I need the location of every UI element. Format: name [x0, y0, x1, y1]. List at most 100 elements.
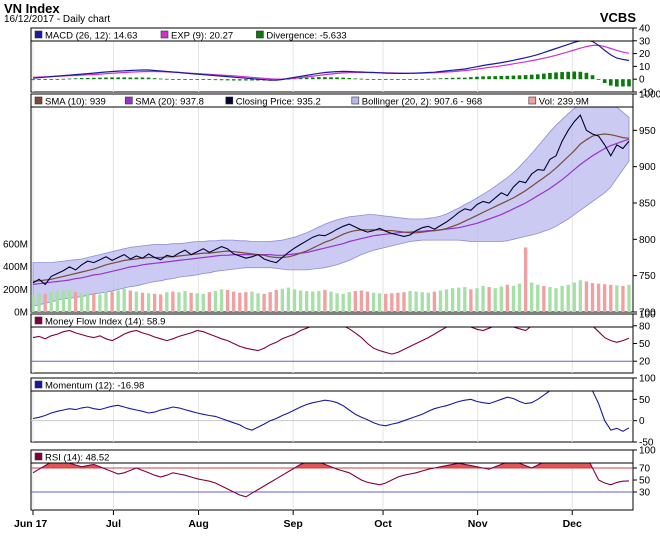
- volume-bar: [408, 291, 412, 312]
- momentum-ytick-label: 100: [639, 374, 656, 385]
- price-ytick-label: 750: [639, 271, 656, 282]
- macd-divergence-bar: [201, 79, 206, 80]
- macd-divergence-bar: [347, 78, 352, 80]
- price-legend-swatch: [225, 96, 234, 105]
- volume-bar: [104, 292, 108, 312]
- macd-ytick-label: 10: [639, 62, 651, 73]
- volume-bar: [280, 288, 285, 312]
- volume-bar: [67, 289, 72, 312]
- macd-ytick-label: -10: [639, 88, 654, 99]
- chart-subtitle: 16/12/2017 - Daily chart: [4, 14, 111, 25]
- volume-bar: [128, 290, 132, 312]
- macd-divergence-bar: [438, 78, 443, 80]
- macd-divergence-bar: [383, 79, 388, 80]
- volume-bar: [298, 290, 303, 312]
- macd-divergence-bar: [414, 79, 418, 80]
- price-legend-swatch: [528, 96, 537, 105]
- volume-bar: [505, 284, 510, 312]
- volume-bar: [359, 290, 364, 312]
- macd-divergence-bar: [359, 78, 364, 80]
- macd-legend-swatch: [34, 30, 43, 39]
- volume-bar: [536, 284, 540, 312]
- volume-bar: [548, 287, 552, 312]
- macd-divergence-bar: [225, 79, 230, 81]
- bollinger-band: [32, 97, 630, 307]
- volume-bar: [475, 288, 479, 312]
- volume-bar: [426, 292, 430, 312]
- macd-divergence-bar: [177, 79, 181, 80]
- macd-divergence-bar: [256, 79, 260, 81]
- volume-bar: [116, 290, 120, 312]
- volume-bar: [444, 289, 449, 312]
- volume-bar: [43, 293, 47, 312]
- macd-divergence-bar: [396, 79, 400, 80]
- macd-divergence-bar: [505, 75, 510, 80]
- macd-divergence-bar: [353, 78, 358, 80]
- momentum-legend-label: Momentum (12): -16.98: [45, 381, 144, 392]
- volume-bar: [438, 290, 443, 312]
- volume-bar: [61, 290, 66, 312]
- macd-divergence-bar: [134, 77, 139, 80]
- rsi-ytick-label: 30: [639, 488, 651, 499]
- macd-legend-label: MACD (26, 12): 14.63: [45, 31, 137, 42]
- volume-bar: [305, 291, 309, 312]
- macd-divergence-bar: [578, 71, 583, 80]
- macd-divergence-bar: [61, 78, 66, 80]
- volume-bar: [165, 292, 169, 312]
- macd-divergence-bar: [590, 75, 595, 80]
- volume-bar: [292, 289, 297, 312]
- macd-divergence-bar: [79, 78, 84, 80]
- macd-divergence-bar: [371, 79, 376, 80]
- volume-bar: [286, 287, 291, 312]
- volume-bar: [134, 291, 139, 312]
- volume-bar: [329, 291, 333, 312]
- volume-bar: [219, 289, 224, 312]
- volume-bar: [92, 293, 96, 312]
- volume-bar: [225, 289, 230, 312]
- mfi-ytick-label: 20: [639, 357, 651, 368]
- macd-divergence-bar: [596, 79, 601, 80]
- volume-bar: [450, 288, 455, 312]
- macd-line: [32, 39, 630, 81]
- volume-bar: [390, 293, 394, 312]
- macd-divergence-bar: [335, 77, 339, 80]
- volume-bar: [268, 292, 272, 312]
- volume-axis-label: 400M: [3, 262, 28, 273]
- volume-bar: [396, 292, 400, 312]
- macd-divergence-bar: [323, 77, 327, 80]
- volume-bar: [146, 293, 151, 312]
- volume-bar: [499, 286, 503, 312]
- volume-bar: [493, 288, 497, 312]
- rsi-legend-swatch: [34, 452, 43, 461]
- macd-divergence-bar: [49, 79, 54, 80]
- volume-bar: [232, 291, 236, 312]
- macd-divergence-bar: [469, 77, 473, 80]
- volume-axis-label: 600M: [3, 240, 28, 251]
- volume-bar: [523, 247, 528, 312]
- xaxis-month-label: Sep: [284, 518, 303, 530]
- macd-divergence-bar: [329, 77, 333, 80]
- volume-bar: [262, 293, 266, 312]
- macd-ytick-label: 0: [639, 75, 645, 86]
- price-ytick-label: 1000: [639, 90, 660, 101]
- macd-divergence-bar: [128, 77, 133, 80]
- macd-divergence-bar: [104, 77, 108, 80]
- sma20-line: [32, 138, 630, 285]
- xaxis-month-label: Jul: [106, 518, 121, 530]
- rsi-legend-label: RSI (14): 48.52: [45, 453, 109, 464]
- macd-divergence-bar: [31, 79, 35, 81]
- xaxis-month-label: Jun 17: [14, 518, 47, 530]
- momentum-ytick-label: -50: [639, 438, 654, 449]
- macd-divergence-bar: [481, 76, 485, 80]
- data-source-label: VCBS: [599, 10, 636, 25]
- macd-divergence-bar: [377, 79, 382, 80]
- mfi-legend-swatch: [34, 316, 43, 325]
- macd-legend-swatch: [256, 30, 264, 39]
- macd-divergence-bar: [213, 79, 218, 81]
- volume-bar: [98, 294, 102, 312]
- macd-divergence-bar: [183, 79, 187, 80]
- macd-divergence-bar: [317, 77, 321, 80]
- mfi-ytick-label: 80: [639, 321, 651, 332]
- macd-divergence-bar: [298, 77, 303, 80]
- price-legend-swatch: [351, 96, 360, 105]
